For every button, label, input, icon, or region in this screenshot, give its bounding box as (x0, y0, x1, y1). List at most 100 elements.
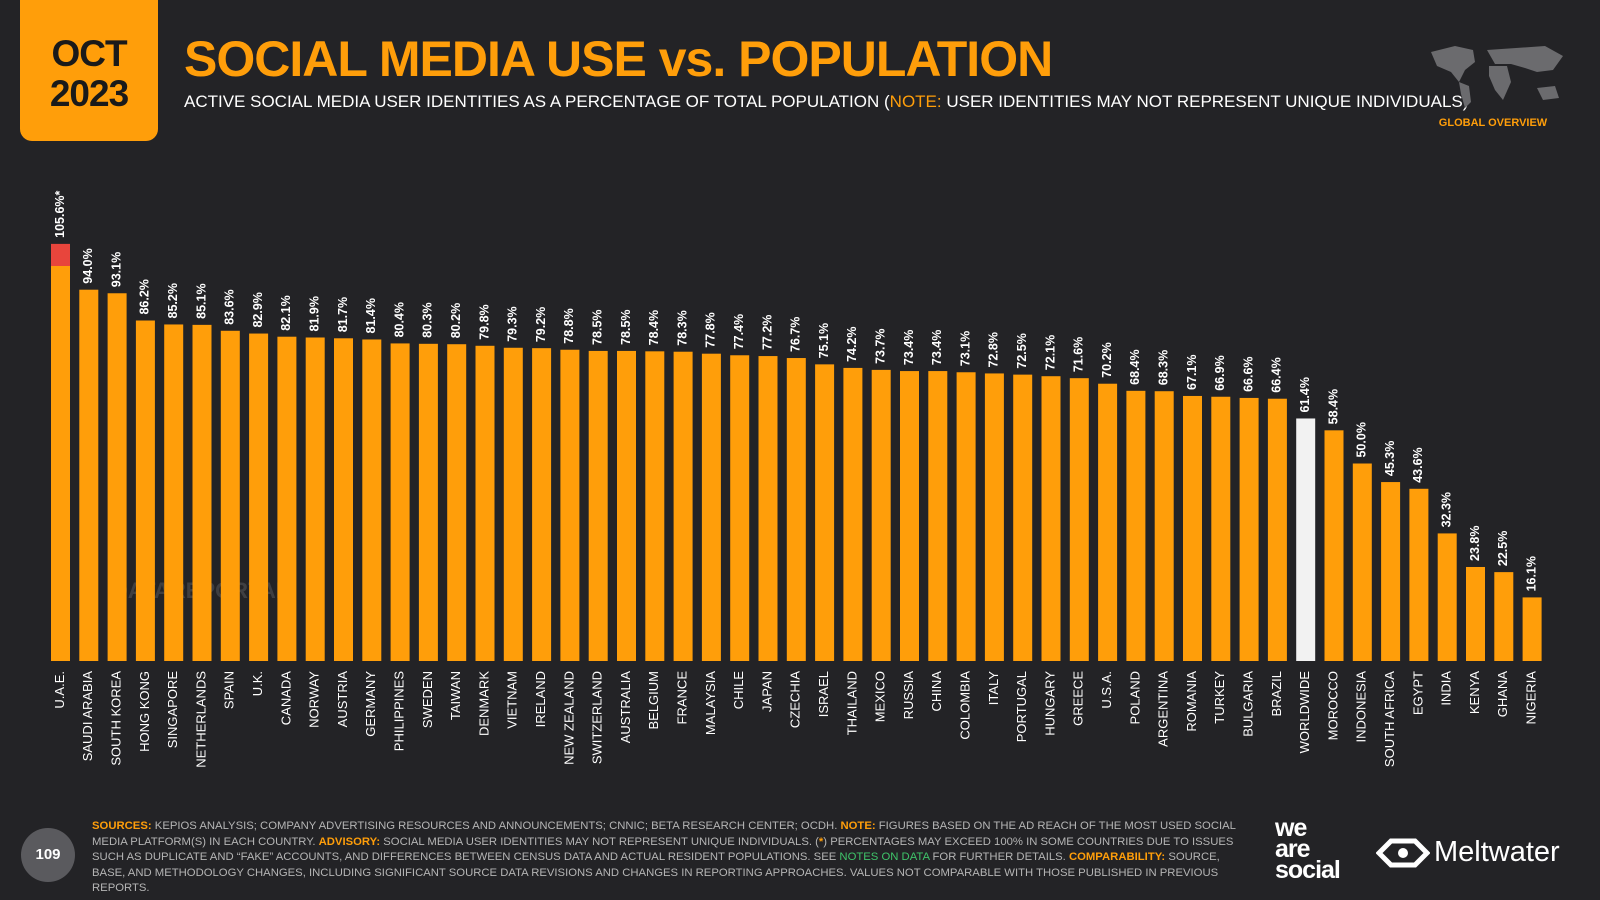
category-label: TAIWAN (448, 671, 463, 720)
category-label: POLAND (1127, 671, 1142, 724)
value-label: 74.2% (845, 326, 859, 361)
subtitle-text: ACTIVE SOCIAL MEDIA USER IDENTITIES AS A… (184, 92, 890, 111)
logo-meltwater: Meltwater (1434, 836, 1560, 868)
value-label: 22.5% (1496, 531, 1510, 566)
bar (617, 350, 636, 661)
category-label: MOROCCO (1325, 671, 1340, 740)
note-label: ADVISORY: (318, 835, 381, 848)
category-label: CZECHIA (788, 671, 803, 728)
bar (532, 348, 552, 661)
bar (758, 356, 778, 661)
date-month: OCT (51, 33, 127, 74)
bar (1409, 488, 1429, 661)
category-label: ITALY (986, 671, 1001, 706)
bar-excess (51, 243, 70, 266)
chart: DATAREPORTAL105.6%*U.A.E.94.0%SAUDI ARAB… (51, 190, 1542, 768)
category-label: PORTUGAL (1014, 671, 1029, 742)
value-label: 77.2% (760, 315, 774, 350)
bar (673, 351, 693, 661)
category-label: CANADA (278, 671, 293, 726)
bar (843, 367, 863, 661)
category-label: SINGAPORE (165, 671, 180, 749)
bar (1267, 398, 1287, 661)
value-label: 82.1% (279, 295, 293, 330)
category-label: SWEDEN (420, 671, 435, 728)
bar (107, 293, 127, 661)
bar (871, 369, 891, 661)
value-label: 45.3% (1383, 441, 1397, 476)
bar (1352, 463, 1372, 661)
date-year: 2023 (49, 73, 129, 114)
note-label: * (818, 835, 824, 848)
bar (900, 371, 919, 661)
bar (560, 349, 580, 661)
bar (701, 353, 721, 661)
logo-text: social (1275, 856, 1341, 884)
value-label: 86.2% (138, 279, 152, 314)
value-label: 75.1% (817, 323, 831, 358)
footnotes: SOURCES: KEPIOS ANALYSIS; COMPANY ADVERT… (92, 819, 1252, 897)
note-text: FOR FURTHER DETAILS. (929, 851, 1069, 863)
category-label: MEXICO (873, 671, 888, 722)
value-label: 73.4% (930, 330, 944, 365)
category-label: GERMANY (363, 671, 378, 737)
note-label: COMPARABILITY: (1068, 851, 1166, 863)
value-label: 82.9% (251, 292, 265, 327)
category-label: GREECE (1071, 671, 1086, 726)
bar (418, 343, 438, 661)
meltwater-icon (1376, 838, 1430, 868)
category-label: SPAIN (222, 671, 237, 709)
category-label: MALAYSIA (703, 671, 718, 735)
value-label: 50.0% (1355, 422, 1369, 457)
note-text: FIGURES BASED ON THE AD REACH OF THE MOS… (92, 820, 1236, 848)
note-label: SOURCES: (92, 820, 152, 832)
bar (1296, 418, 1316, 661)
value-label: 61.4% (1298, 377, 1312, 412)
bar (475, 345, 495, 661)
value-label: 93.1% (109, 252, 123, 287)
bar (730, 355, 750, 661)
value-label: 66.6% (1241, 356, 1255, 391)
category-label: COLOMBIA (958, 671, 973, 740)
value-label: 78.8% (562, 308, 576, 343)
category-label: U.A.E. (52, 671, 67, 709)
value-label: 58.4% (1326, 389, 1340, 424)
bar (135, 320, 155, 661)
value-label: 23.8% (1468, 526, 1482, 561)
bar (786, 358, 806, 661)
value-label: 67.1% (1185, 355, 1199, 390)
note-label: NOTE: (840, 820, 876, 832)
value-label: 32.3% (1439, 492, 1453, 527)
bar (164, 324, 184, 661)
bar (1154, 391, 1174, 661)
value-label: 70.2% (1100, 342, 1114, 377)
category-label: AUSTRIA (335, 671, 350, 728)
category-label: SWITZERLAND (590, 671, 605, 764)
value-label: 66.9% (1213, 355, 1227, 390)
bar (51, 266, 70, 661)
bar (1466, 566, 1485, 661)
category-label: CHILE (731, 671, 746, 710)
value-label: 81.4% (364, 298, 378, 333)
category-label: GHANA (1495, 671, 1510, 718)
bar (1324, 430, 1344, 661)
value-label: 81.9% (307, 296, 321, 331)
value-label: 73.7% (873, 328, 887, 363)
subtitle: ACTIVE SOCIAL MEDIA USER IDENTITIES AS A… (184, 92, 1468, 112)
value-label: 78.5% (619, 309, 633, 344)
bar (928, 371, 948, 661)
category-label: NEW ZEALAND (561, 671, 576, 765)
bar (1183, 395, 1202, 661)
bar (645, 351, 665, 661)
category-label: INDONESIA (1354, 671, 1369, 743)
category-label: PHILIPPINES (392, 671, 407, 752)
value-label: 72.1% (1043, 335, 1057, 370)
bar (1522, 597, 1542, 661)
value-label: 105.6%* (53, 190, 67, 237)
value-label: 78.4% (647, 310, 661, 345)
value-label: 72.8% (987, 332, 1001, 367)
note-link[interactable]: NOTES ON DATA (839, 851, 930, 863)
value-label: 79.8% (477, 304, 491, 339)
value-label: 83.6% (223, 289, 237, 324)
